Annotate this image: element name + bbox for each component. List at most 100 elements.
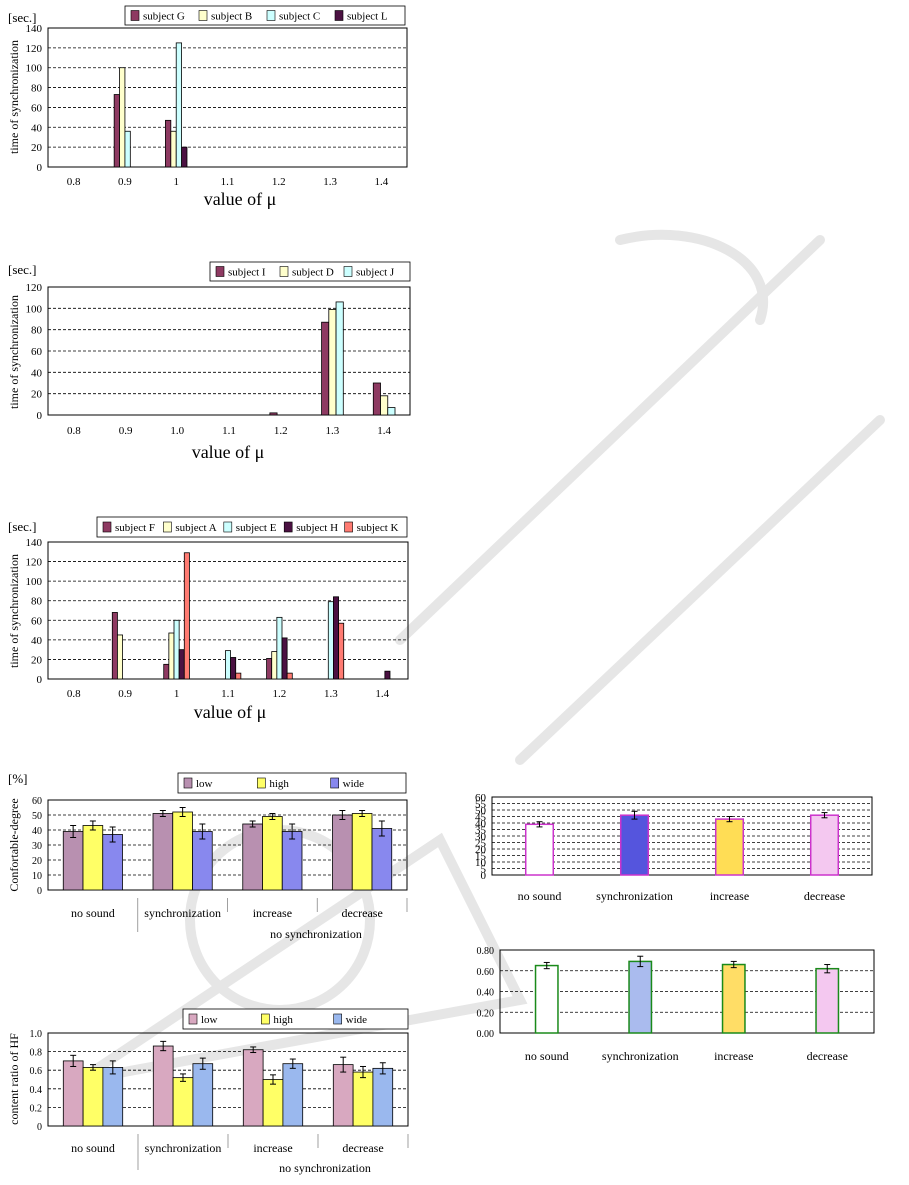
x-tick-label: 1 [174, 688, 180, 700]
x-tick-label: 1.2 [273, 688, 287, 700]
y-tick-label: 0 [481, 870, 487, 882]
x-tick-label: increase [710, 889, 749, 903]
bar-value-no-sound [534, 964, 559, 1034]
x-tick-label: decrease [342, 1141, 383, 1155]
unit-label: [%] [8, 771, 28, 786]
y-tick-label: 55 [475, 799, 487, 811]
bar-value-synchronization [628, 960, 653, 1034]
legend-swatch [279, 266, 289, 277]
bar-subject-h-1.2 [281, 637, 288, 680]
x-tick-label: 1.2 [274, 425, 288, 437]
x-tick-label: 0.8 [67, 176, 81, 188]
bar-subject-k-1 [183, 552, 190, 680]
legend-swatch [330, 777, 339, 789]
legend-swatch [334, 10, 344, 21]
bar-subject-l-1 [181, 146, 188, 168]
y-tick-label: 60 [32, 796, 42, 807]
y-tick-label: 120 [26, 557, 43, 569]
y-tick-label: 10 [32, 871, 42, 882]
legend-box [209, 261, 411, 282]
y-tick-label: 5 [481, 864, 487, 876]
y-axis-label: Confortable-degree [7, 798, 21, 891]
y-tick-label: 0.2 [30, 1103, 43, 1114]
y-tick-label: 80 [31, 596, 43, 608]
legend: subject G subject B subject C subject L [124, 5, 406, 26]
y-tick-label: 100 [26, 303, 43, 315]
x-tick-label: 1.4 [374, 176, 388, 188]
y-tick-label: 0.6 [30, 1066, 43, 1077]
y-tick-label: 40 [31, 122, 43, 134]
bar-subject-j-1.3 [335, 301, 344, 416]
y-axis-label: content ratio of HF [7, 1033, 21, 1125]
legend-label: low [196, 778, 213, 790]
x-tick-label: synchronization [145, 1141, 222, 1155]
x-axis-label: value of μ [194, 702, 267, 722]
y-tick-label: 0 [37, 1122, 42, 1133]
y-tick-label: 0.00 [477, 1029, 495, 1040]
x-tick-label: 1.2 [272, 176, 286, 188]
bar-value-increase [721, 963, 746, 1034]
unit-label: [sec.] [8, 10, 37, 25]
y-tick-label: 140 [26, 23, 43, 35]
bar-subject-a-0.9 [117, 634, 123, 680]
bar-value-decrease [815, 967, 840, 1034]
legend-label: subject E [236, 522, 277, 534]
x-tick-label: no sound [518, 889, 562, 903]
bar-subject-k-1.2 [286, 672, 293, 680]
x-tick-label: decrease [807, 1049, 848, 1063]
x-tick-label: 1.1 [221, 688, 235, 700]
legend: subject F subject A subject E subject H subj… [96, 516, 408, 538]
y-tick-label: 30 [475, 831, 487, 843]
legend-label: subject K [357, 522, 399, 534]
legend-swatch [188, 1013, 198, 1025]
bar-value-increase [714, 818, 745, 876]
y-axis-label: time of synchronization [7, 554, 21, 668]
legend-swatch [333, 1013, 342, 1025]
y-tick-label: 20 [31, 654, 43, 666]
legend-label: subject B [211, 11, 252, 23]
legend-swatch [163, 521, 172, 533]
group-label: no synchronization [279, 1161, 371, 1175]
legend-label: subject F [115, 522, 155, 534]
y-tick-label: 1.0 [30, 1029, 43, 1040]
y-tick-label: 0.4 [30, 1085, 43, 1096]
y-tick-label: 20 [31, 142, 43, 154]
y-tick-label: 120 [26, 282, 43, 294]
plot-frame [47, 27, 408, 168]
legend-swatch [183, 777, 193, 789]
unit-label: [sec.] [8, 519, 37, 534]
bar-subject-h-1.1 [230, 657, 237, 680]
y-tick-label: 80 [31, 325, 43, 337]
legend-label: high [269, 778, 289, 790]
legend-swatch [130, 10, 140, 21]
x-tick-label: synchronization [602, 1049, 679, 1063]
y-tick-label: 60 [31, 102, 43, 114]
bar-subject-k-1.1 [235, 672, 242, 680]
x-tick-label: 0.8 [67, 688, 81, 700]
legend-label: subject I [228, 267, 266, 279]
y-tick-label: 35 [475, 825, 487, 837]
x-tick-label: no sound [71, 1141, 115, 1155]
legend-label: wide [343, 778, 365, 790]
bar-subject-d-1.4 [380, 395, 389, 416]
legend-label: subject J [356, 267, 395, 279]
legend-label: subject D [292, 267, 334, 279]
y-tick-label: 40 [32, 826, 42, 837]
y-axis-label: time of synchronization [7, 295, 21, 409]
y-tick-label: 60 [31, 615, 43, 627]
y-tick-label: 0.60 [477, 967, 495, 978]
legend-label: subject G [143, 11, 185, 23]
legend-swatch [261, 1013, 270, 1025]
bar-subject-j-1.4 [387, 407, 396, 416]
bar-value-no-sound [524, 823, 555, 876]
y-tick-label: 40 [31, 635, 43, 647]
y-tick-label: 50 [32, 811, 42, 822]
y-tick-label: 100 [26, 576, 43, 588]
y-tick-label: 0.80 [477, 946, 495, 957]
unit-label: [sec.] [8, 262, 37, 277]
legend: low high wide [177, 772, 407, 794]
y-tick-label: 80 [31, 83, 43, 95]
